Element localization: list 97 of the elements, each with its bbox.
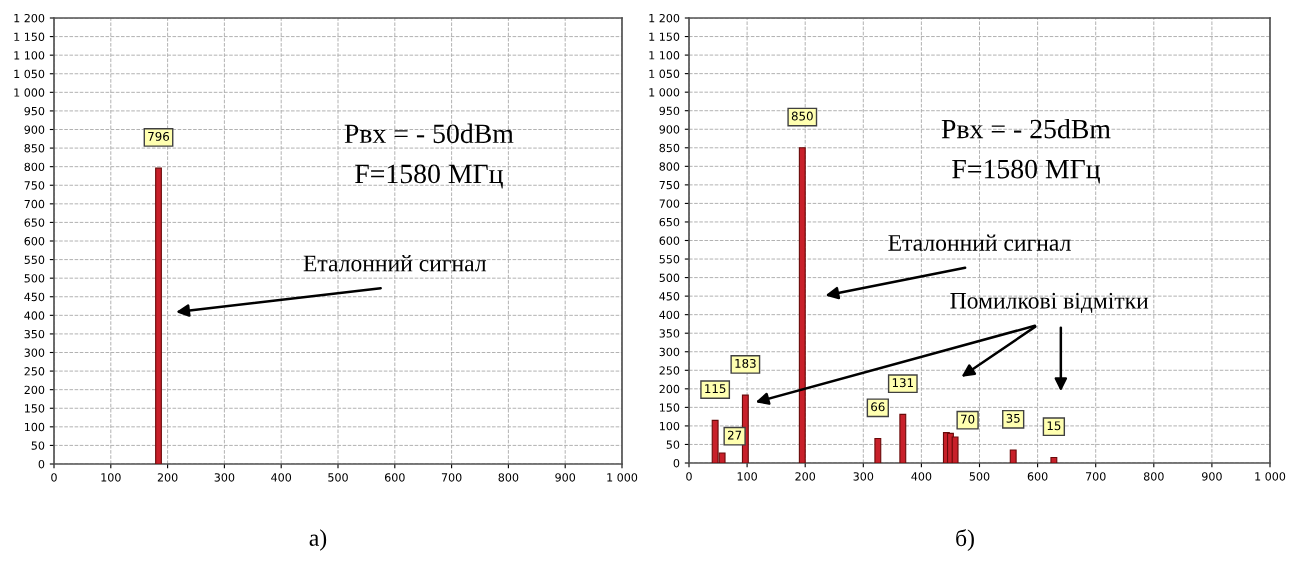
y-tick-label: 800: [659, 162, 680, 171]
x-tick-label: 700: [441, 473, 462, 482]
y-tick-label: 0: [673, 458, 680, 468]
annotation: Еталонний сигнал: [303, 255, 487, 272]
data-label: 796: [148, 131, 170, 141]
x-tick-label: 600: [384, 473, 405, 482]
x-tick-label: 800: [498, 473, 519, 482]
y-tick-label: 1 100: [14, 51, 45, 60]
text: б): [956, 529, 974, 551]
y-tick-label: 300: [24, 348, 45, 357]
y-tick-label: 650: [659, 217, 680, 227]
annotation: Еталонний сигнал: [888, 234, 1071, 251]
y-tick-label: 1 050: [649, 69, 680, 78]
annotation: Помилкові відмітки: [950, 292, 1149, 314]
y-tick-label: 1 150: [649, 32, 680, 41]
y-tick-label: 550: [659, 255, 680, 264]
data-label: 183: [735, 358, 756, 368]
annotation: F=1580 МГц: [355, 164, 503, 189]
x-tick-label: 400: [271, 473, 292, 482]
y-tick-label: 1 000: [14, 88, 45, 97]
x-tick-label: 0: [686, 472, 692, 481]
data-label: 35: [1006, 413, 1020, 423]
y-tick-label: 850: [24, 144, 45, 153]
y-tick-label: 750: [659, 180, 680, 190]
bar: [1009, 449, 1017, 463]
y-tick-label: 1 200: [649, 13, 680, 23]
annotation: F=1580 МГц: [952, 159, 1100, 184]
y-tick-label: 100: [24, 422, 45, 432]
data-label: 66: [871, 402, 885, 412]
y-tick-label: 700: [659, 199, 680, 208]
y-tick-label: 150: [659, 403, 680, 412]
y-tick-label: 650: [24, 218, 45, 227]
x-tick-label: 200: [157, 473, 178, 482]
x-tick-label: 200: [795, 472, 816, 481]
y-tick-label: 200: [24, 385, 45, 395]
data-label: 850: [791, 111, 813, 121]
y-tick-label: 0: [38, 459, 45, 469]
bar: [951, 436, 959, 463]
x-tick-label: 600: [1027, 472, 1048, 481]
y-tick-label: 700: [24, 199, 45, 209]
x-tick-label: 700: [1086, 472, 1106, 481]
x-tick-label: 1 000: [1255, 472, 1286, 481]
y-tick-label: 1 000: [649, 88, 680, 97]
annotation: Рвх = - 50dBm: [344, 123, 514, 144]
x-tick-label: 300: [853, 472, 874, 481]
data-label: 15: [1047, 421, 1061, 431]
y-tick-label: 450: [24, 292, 45, 302]
data-label: 115: [705, 384, 726, 394]
y-tick-label: 950: [659, 106, 680, 116]
bar: [798, 147, 806, 463]
y-tick-label: 400: [24, 311, 45, 320]
y-tick-label: 900: [659, 125, 680, 134]
y-tick-label: 500: [24, 274, 45, 283]
y-tick-label: 600: [659, 236, 680, 245]
x-tick-label: 900: [1202, 472, 1222, 481]
y-tick-label: 850: [659, 143, 680, 153]
y-tick-label: 50: [666, 440, 680, 449]
x-tick-label: 400: [911, 472, 932, 481]
bar: [899, 413, 907, 463]
data-label: 131: [892, 378, 913, 388]
y-tick-label: 250: [659, 366, 680, 375]
y-tick-label: 100: [659, 421, 680, 431]
bar: [1050, 456, 1058, 463]
x-tick-label: 500: [328, 473, 348, 482]
y-tick-label: 200: [659, 384, 680, 394]
y-tick-label: 800: [24, 162, 45, 172]
y-tick-label: 1 050: [14, 69, 45, 79]
data-label: 27: [727, 430, 742, 440]
text: а): [309, 529, 327, 551]
x-tick-label: 100: [737, 472, 757, 481]
y-tick-label: 450: [659, 292, 680, 301]
y-tick-label: 600: [24, 236, 45, 246]
y-tick-label: 150: [24, 404, 45, 413]
y-tick-label: 1 150: [14, 32, 45, 41]
x-tick-label: 500: [969, 472, 990, 481]
x-tick-label: 900: [555, 473, 576, 482]
y-tick-label: 300: [659, 347, 680, 357]
data-label: 70: [961, 414, 975, 424]
y-tick-label: 1 200: [14, 13, 45, 23]
x-tick-label: 300: [214, 473, 235, 482]
y-tick-label: 400: [659, 310, 680, 320]
y-tick-label: 950: [24, 106, 45, 116]
y-tick-label: 900: [24, 125, 45, 134]
y-tick-label: 250: [24, 367, 45, 376]
annotation: Рвх = - 25dBm: [941, 118, 1111, 139]
x-tick-label: 0: [51, 473, 57, 482]
y-tick-label: 50: [31, 441, 45, 450]
y-tick-label: 500: [659, 273, 680, 282]
y-tick-label: 550: [24, 255, 45, 264]
x-tick-label: 100: [101, 473, 121, 482]
y-tick-label: 350: [24, 329, 45, 339]
y-tick-label: 350: [659, 329, 680, 338]
x-tick-label: 800: [1143, 472, 1164, 481]
bar: [874, 437, 882, 463]
x-tick-label: 1 000: [607, 473, 638, 482]
y-tick-label: 1 100: [649, 51, 680, 60]
y-tick-label: 750: [24, 181, 45, 190]
